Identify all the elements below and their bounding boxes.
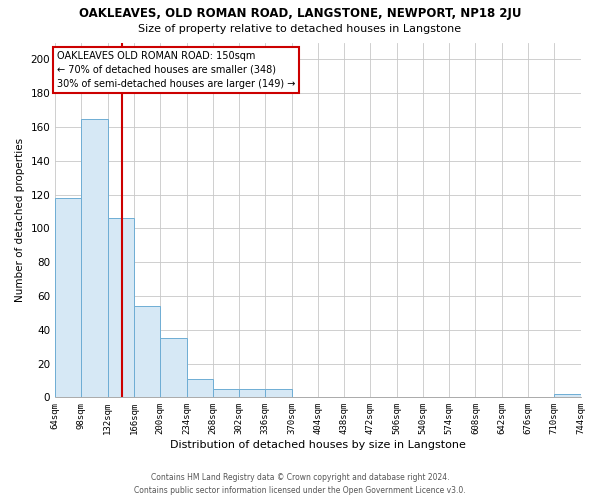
Bar [213,389,239,398]
Text: OAKLEAVES, OLD ROMAN ROAD, LANGSTONE, NEWPORT, NP18 2JU: OAKLEAVES, OLD ROMAN ROAD, LANGSTONE, NE… [79,8,521,20]
Bar [554,394,581,398]
Bar [160,338,187,398]
Bar [187,378,213,398]
Text: Size of property relative to detached houses in Langstone: Size of property relative to detached ho… [139,24,461,34]
Bar [108,218,134,398]
Text: Contains HM Land Registry data © Crown copyright and database right 2024.
Contai: Contains HM Land Registry data © Crown c… [134,474,466,495]
Bar [82,118,108,398]
Bar [134,306,160,398]
Bar [265,389,292,398]
Bar [239,389,265,398]
Bar [55,198,82,398]
Text: OAKLEAVES OLD ROMAN ROAD: 150sqm
← 70% of detached houses are smaller (348)
30% : OAKLEAVES OLD ROMAN ROAD: 150sqm ← 70% o… [57,51,295,89]
X-axis label: Distribution of detached houses by size in Langstone: Distribution of detached houses by size … [170,440,466,450]
Y-axis label: Number of detached properties: Number of detached properties [15,138,25,302]
